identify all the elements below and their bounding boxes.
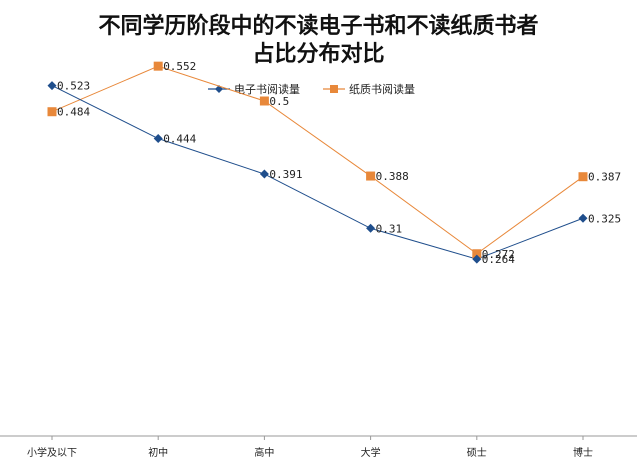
x-tick-label: 小学及以下 (27, 446, 77, 459)
chart-title-line1: 不同学历阶段中的不读电子书和不读纸质书者 (98, 13, 539, 39)
data-label: 0.387 (588, 171, 621, 184)
data-label: 0.264 (482, 253, 515, 266)
data-label: 0.325 (588, 212, 621, 225)
x-tick-label: 大学 (361, 446, 381, 459)
data-point-diamond (472, 254, 482, 264)
x-tick-label: 高中 (254, 446, 274, 459)
legend-marker-square (330, 85, 338, 93)
data-label: 0.31 (376, 222, 403, 235)
data-point-square (578, 172, 588, 182)
data-point-diamond (47, 81, 57, 91)
x-tick-label: 硕士 (467, 446, 487, 459)
x-tick-label: 博士 (573, 446, 593, 459)
data-point-diamond (259, 169, 269, 179)
data-label: 0.391 (269, 168, 302, 181)
data-point-diamond (366, 223, 376, 233)
data-labels: 0.484 0.552 0.5 0.388 0.272 0.387 0.523 0.444 0.… (57, 60, 621, 266)
data-label: 0.388 (376, 170, 409, 183)
chart-title: 不同学历阶段中的不读电子书和不读纸质书者 占比分布对比 (0, 12, 637, 68)
data-label: 0.523 (57, 80, 90, 93)
legend-label: 电子书阅读量 (234, 82, 300, 96)
data-label: 0.484 (57, 106, 90, 119)
chart-title-line2: 占比分布对比 (252, 41, 385, 67)
legend-item-2: 纸质书阅读量 (323, 82, 415, 96)
data-point-square (472, 249, 482, 259)
x-axis-ticks: 小学及以下 初中 高中 大学 硕士 博士 (27, 436, 593, 459)
series-lines (51, 65, 584, 260)
data-point-square (153, 61, 163, 71)
data-label: 0.5 (269, 95, 289, 108)
legend: 电子书阅读量 纸质书阅读量 (208, 82, 415, 96)
data-point-square (259, 96, 269, 106)
data-point-square (47, 107, 57, 117)
data-label: 0.272 (482, 248, 515, 261)
legend-item-1: 电子书阅读量 (208, 82, 300, 96)
legend-label: 纸质书阅读量 (349, 82, 415, 96)
data-point-diamond (578, 213, 588, 223)
data-label: 0.552 (163, 60, 196, 73)
series-line-1 (51, 85, 584, 260)
data-point-square (366, 171, 376, 181)
x-tick-label: 初中 (148, 446, 168, 459)
data-point-diamond (153, 134, 163, 144)
series-markers (47, 61, 588, 264)
series-line-2 (51, 65, 584, 255)
data-label: 0.444 (163, 133, 196, 146)
